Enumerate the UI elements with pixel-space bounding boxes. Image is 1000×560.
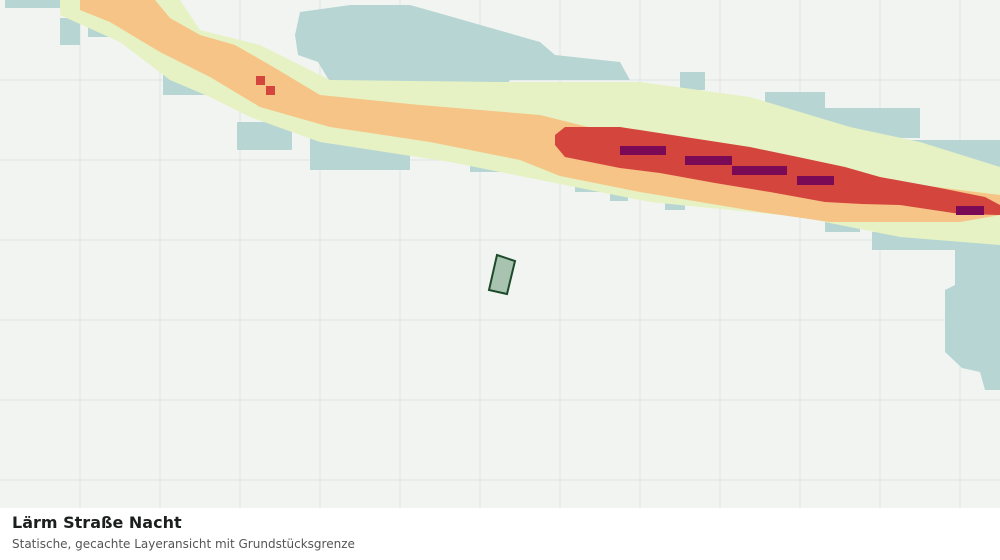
noise-area — [956, 206, 984, 215]
noise-area — [60, 18, 80, 45]
noise-zone-lowest — [5, 0, 1000, 390]
map-subtitle: Statische, gecachte Layeransicht mit Gru… — [12, 537, 355, 551]
noise-area — [620, 146, 666, 155]
noise-area — [685, 156, 732, 165]
map-title: Lärm Straße Nacht — [12, 513, 182, 532]
noise-zone-highest — [620, 146, 984, 215]
parcel-boundary — [487, 253, 517, 296]
noise-area — [945, 250, 1000, 390]
noise-area — [295, 5, 630, 100]
noise-area — [266, 86, 275, 95]
noise-area — [5, 0, 60, 8]
noise-area — [765, 92, 825, 110]
caption-panel — [0, 508, 1000, 560]
noise-area — [732, 166, 787, 175]
noise-area — [680, 72, 705, 90]
noise-area — [610, 192, 628, 201]
noise-area — [825, 222, 860, 232]
noise-area — [256, 76, 265, 85]
noise-area — [797, 176, 834, 185]
